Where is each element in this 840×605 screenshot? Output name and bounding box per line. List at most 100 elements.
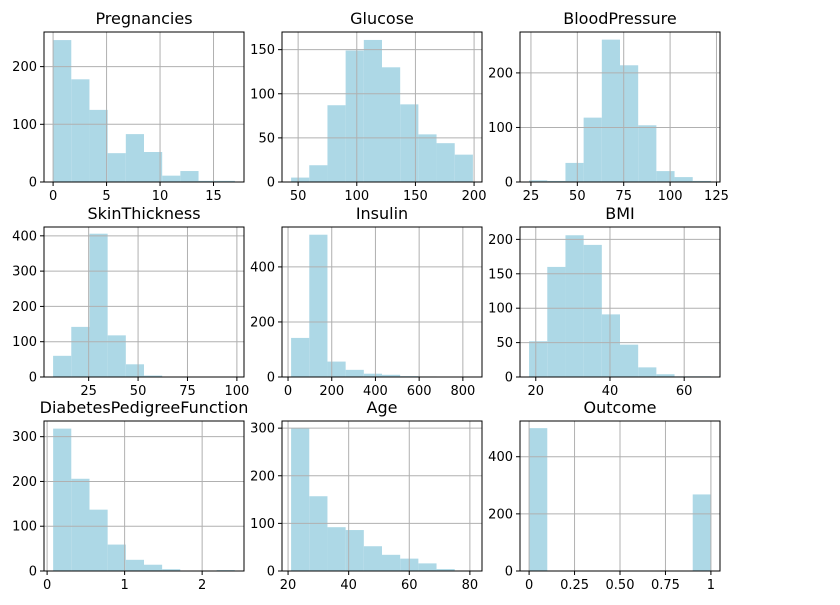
x-tick-label: 20 bbox=[527, 384, 544, 399]
histogram-bar bbox=[382, 554, 401, 571]
histogram-bar bbox=[71, 478, 90, 571]
histogram-bar bbox=[601, 39, 620, 182]
histogram-bar bbox=[107, 544, 126, 571]
subplot-title: DiabetesPedigreeFunction bbox=[40, 398, 249, 417]
y-tick-label: 400 bbox=[250, 260, 275, 275]
histogram-bar bbox=[144, 375, 163, 377]
y-tick-label: 100 bbox=[12, 520, 37, 535]
x-tick-label: 0 bbox=[284, 384, 292, 399]
histogram-bar bbox=[382, 374, 401, 377]
x-tick-label: 400 bbox=[363, 384, 388, 399]
x-tick-label: 60 bbox=[676, 384, 693, 399]
x-tick-label: 0.25 bbox=[560, 578, 589, 593]
x-tick-label: 0 bbox=[49, 189, 57, 204]
x-tick-label: 2 bbox=[198, 578, 206, 593]
histogram-bar bbox=[418, 134, 437, 182]
y-tick-label: 0 bbox=[505, 371, 513, 386]
subplot-glucose: 50 100 150 200 0 50 100 150 Glucose bbox=[250, 9, 486, 204]
axes-frame bbox=[43, 31, 245, 183]
y-tick-label: 50 bbox=[258, 131, 275, 146]
x-tick-label: 200 bbox=[462, 189, 487, 204]
subplot-title: Glucose bbox=[350, 9, 414, 28]
y-tick-label: 200 bbox=[12, 60, 37, 75]
histogram-bar bbox=[382, 67, 401, 182]
histogram-bar bbox=[565, 235, 584, 377]
y-tick-label: 400 bbox=[12, 229, 37, 244]
x-tick-label: 1 bbox=[707, 578, 715, 593]
axes-frame bbox=[43, 226, 245, 378]
x-tick-label: 1 bbox=[120, 578, 128, 593]
x-tick-label: 15 bbox=[205, 189, 222, 204]
x-tick-label: 75 bbox=[179, 384, 196, 399]
y-tick-label: 100 bbox=[488, 121, 513, 136]
histogram-bar bbox=[363, 546, 382, 571]
histogram-bar bbox=[400, 104, 419, 182]
y-tick-label: 150 bbox=[488, 267, 513, 282]
histogram-bar bbox=[162, 569, 181, 571]
subplot-pregnancies: 0 5 10 15 0 100 200 Pregnancies bbox=[12, 9, 245, 204]
y-tick-label: 200 bbox=[250, 469, 275, 484]
x-tick-label: 50 bbox=[130, 384, 147, 399]
histogram-bar bbox=[674, 177, 693, 182]
x-tick-label: 50 bbox=[569, 189, 586, 204]
y-tick-label: 0 bbox=[29, 565, 37, 580]
histogram-bar bbox=[89, 233, 108, 377]
histogram-bar bbox=[162, 175, 181, 182]
histogram-bar bbox=[656, 171, 675, 182]
histogram-bar bbox=[216, 180, 235, 182]
histogram-bar bbox=[291, 428, 310, 571]
axes-frame bbox=[281, 420, 483, 572]
histogram-bar bbox=[363, 373, 382, 377]
histogram-bar bbox=[53, 40, 72, 183]
y-tick-label: 100 bbox=[250, 517, 275, 532]
subplot-title: Insulin bbox=[356, 204, 408, 223]
y-tick-label: 200 bbox=[488, 507, 513, 522]
x-tick-label: 25 bbox=[523, 189, 540, 204]
axes-frame bbox=[43, 420, 245, 572]
histogram-bar bbox=[547, 266, 566, 377]
histogram-bar bbox=[418, 563, 437, 571]
x-tick-label: 0 bbox=[43, 578, 51, 593]
histogram-bar bbox=[656, 374, 675, 377]
y-tick-label: 300 bbox=[12, 265, 37, 280]
subplot-insulin: 0 200 400 600 800 0 200 400 Insulin bbox=[250, 204, 483, 399]
histogram-bar bbox=[125, 559, 144, 571]
histogram-bar bbox=[309, 165, 328, 182]
histogram-bar bbox=[53, 428, 72, 571]
histogram-bar bbox=[71, 326, 90, 377]
x-tick-label: 80 bbox=[462, 578, 479, 593]
histogram-bar bbox=[692, 180, 711, 182]
y-tick-label: 200 bbox=[488, 66, 513, 81]
subplot-bmi: 20 40 60 0 50 100 150 200 BMI bbox=[488, 204, 721, 399]
subplot-title: Pregnancies bbox=[95, 9, 192, 28]
histogram-bar bbox=[454, 154, 473, 182]
x-tick-label: 40 bbox=[602, 384, 619, 399]
y-tick-label: 0 bbox=[505, 565, 513, 580]
x-tick-label: 100 bbox=[658, 189, 683, 204]
x-tick-label: 40 bbox=[340, 578, 357, 593]
x-tick-label: 100 bbox=[344, 189, 369, 204]
x-tick-label: 0.50 bbox=[606, 578, 635, 593]
subplot-title: BloodPressure bbox=[563, 9, 676, 28]
histogram-bar bbox=[180, 171, 199, 182]
subplot-bloodpressure: 25 50 75 100 125 0 100 200 BloodPressure bbox=[488, 9, 729, 204]
histogram-bar bbox=[291, 177, 310, 182]
histogram-bar bbox=[436, 569, 455, 571]
y-tick-label: 50 bbox=[496, 336, 513, 351]
histogram-bar bbox=[638, 367, 657, 377]
histogram-bar bbox=[125, 364, 144, 377]
y-tick-label: 300 bbox=[12, 430, 37, 445]
histogram-bar bbox=[529, 428, 548, 571]
y-tick-label: 0 bbox=[267, 176, 275, 191]
histogram-bar bbox=[107, 153, 126, 182]
axes-frame bbox=[281, 31, 483, 183]
y-tick-label: 200 bbox=[250, 315, 275, 330]
x-tick-label: 800 bbox=[450, 384, 475, 399]
x-tick-label: 25 bbox=[80, 384, 97, 399]
histogram-bar bbox=[692, 494, 711, 571]
histogram-bar bbox=[71, 79, 90, 182]
subplot-title: Outcome bbox=[583, 398, 656, 417]
histogram-bar bbox=[144, 152, 163, 182]
y-tick-label: 0 bbox=[29, 371, 37, 386]
